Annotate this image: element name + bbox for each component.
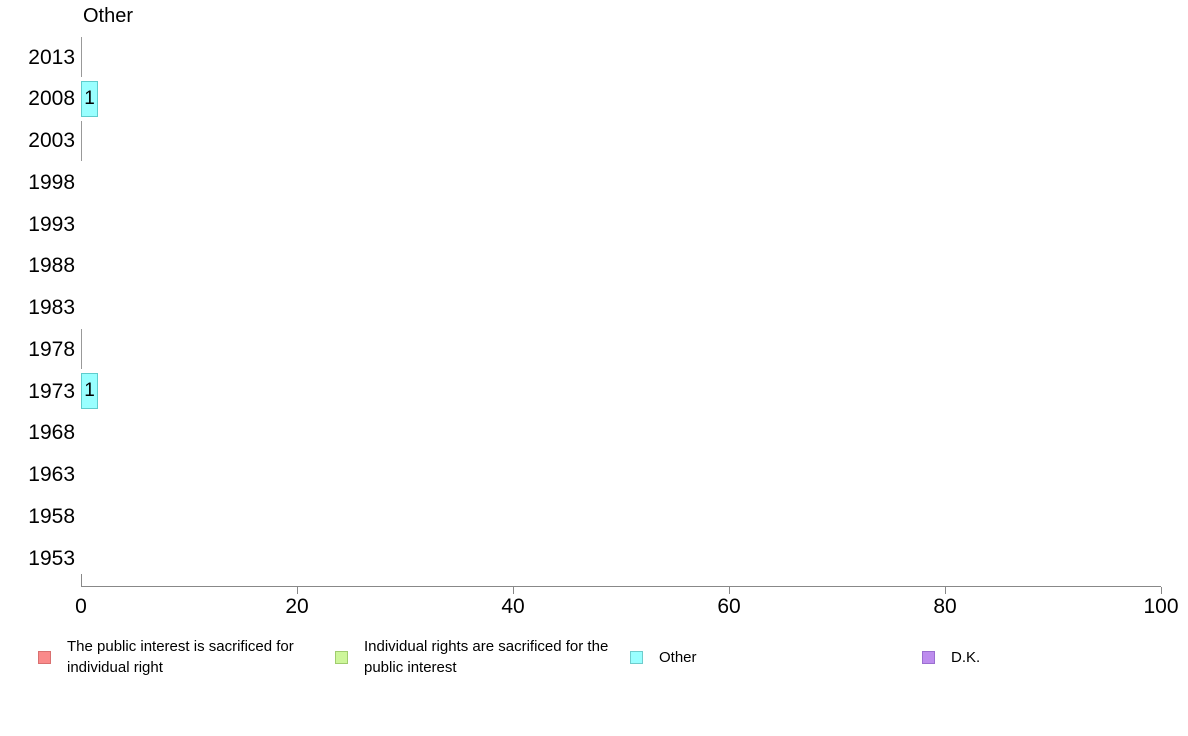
- x-axis-tick-label: 20: [285, 595, 309, 618]
- bar: 1: [81, 373, 98, 409]
- y-axis-label: 1963: [28, 463, 75, 486]
- x-axis-tick: [297, 587, 298, 594]
- y-axis-label: 2013: [28, 45, 75, 69]
- x-axis: [81, 586, 1161, 587]
- legend-label: D.K.: [951, 648, 981, 666]
- bar-zero: [81, 37, 82, 77]
- y-axis-label: 1958: [28, 504, 75, 528]
- x-axis-tick-label: 80: [933, 595, 957, 618]
- x-axis-tick: [1161, 587, 1162, 594]
- x-axis-tick: [945, 587, 946, 594]
- x-axis-tick-label: 100: [1143, 595, 1179, 618]
- y-axis-label: 1978: [28, 337, 75, 361]
- bar-zero: [81, 120, 82, 161]
- y-axis-label: 1988: [28, 254, 75, 278]
- bar-zero: [81, 329, 82, 370]
- legend-label: Other: [659, 648, 697, 666]
- legend-label: Individual rights are sacrificed for the…: [364, 638, 609, 676]
- legend: The public interest is sacrificed for in…: [0, 633, 1188, 681]
- y-axis-label: 2008: [28, 87, 75, 111]
- y-axis-label: 1998: [28, 170, 75, 194]
- x-axis-tick-label: 0: [75, 595, 87, 618]
- y-axis-label: 1993: [28, 212, 75, 236]
- x-axis-tick: [729, 587, 730, 594]
- y-axis-label: 1953: [28, 546, 75, 570]
- y-axis-label: 1983: [28, 296, 75, 319]
- legend-item: D.K.: [922, 633, 980, 681]
- legend-item: Other: [630, 633, 697, 681]
- x-axis-tick-label: 60: [717, 595, 741, 618]
- legend-item: The public interest is sacrificed for in…: [38, 633, 325, 681]
- x-axis-tick: [513, 587, 514, 594]
- x-axis-zero-cap: [81, 574, 82, 586]
- chart-title: Other: [83, 5, 134, 27]
- y-axis-label: 1968: [28, 421, 75, 445]
- legend-label: The public interest is sacrificed for in…: [67, 638, 294, 676]
- y-axis-label: 1973: [28, 379, 75, 403]
- legend-swatch-cyan: [630, 650, 643, 664]
- x-axis-tick-label: 40: [501, 595, 525, 618]
- legend-swatch-red: [38, 650, 51, 664]
- legend-swatch-purple: [922, 650, 935, 664]
- legend-swatch-green: [335, 650, 348, 664]
- y-axis-label: 2003: [28, 129, 75, 152]
- legend-item: Individual rights are sacrificed for the…: [335, 633, 612, 681]
- bar: 1: [81, 80, 98, 117]
